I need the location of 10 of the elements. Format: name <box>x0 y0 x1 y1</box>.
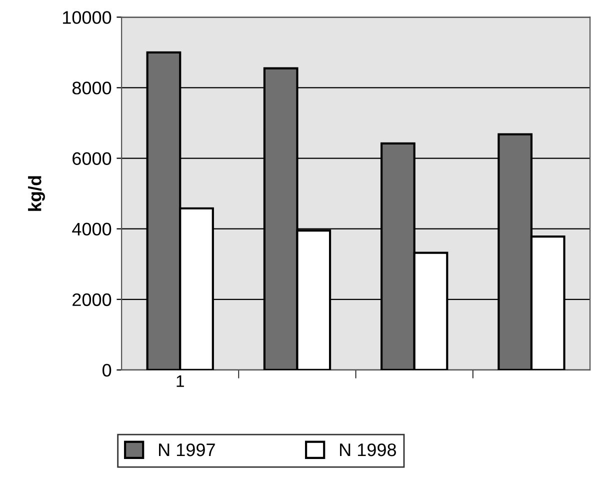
y-tick-label: 0 <box>102 364 112 377</box>
y-axis-title: kg/d <box>28 176 45 211</box>
y-tick-label: 2000 <box>72 293 112 306</box>
legend-label: N 1997 <box>159 443 215 456</box>
y-tick-label: 6000 <box>72 152 112 165</box>
legend-label: N 1998 <box>340 443 396 456</box>
y-tick-label: 4000 <box>72 222 112 236</box>
x-tick-label: 1 <box>176 375 184 387</box>
y-tick-label: 8000 <box>72 82 112 94</box>
y-tick-label: 10000 <box>63 11 112 24</box>
